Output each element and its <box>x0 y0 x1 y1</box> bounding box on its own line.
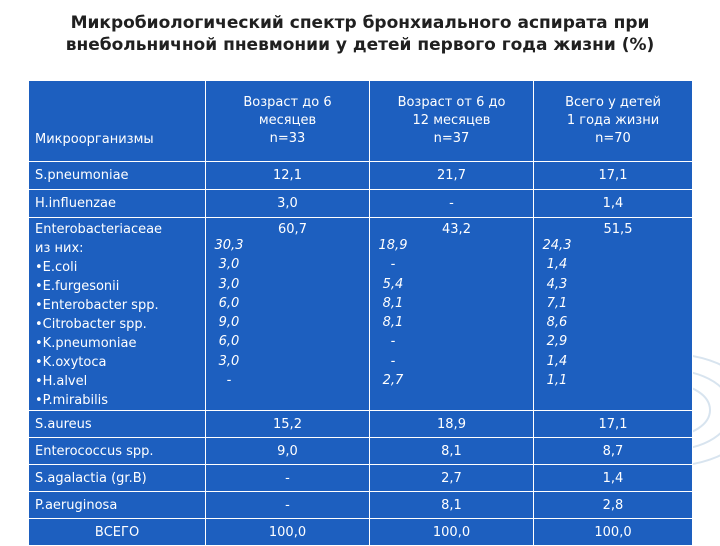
spectrum-table: Микроорганизмы Возраст до 6 месяцев n=33… <box>28 80 693 546</box>
title-line-1: Микробиологический спектр бронхиального … <box>70 13 650 33</box>
entero-col-under-6: 30,3 3,0 3,0 6,0 9,0 6,0 3,0 - 60,7 <box>205 217 370 411</box>
table-row-enterobacteriaceae: Enterobacteriaceae из них: •E.coli •E.fu… <box>28 217 693 411</box>
entero-names: Enterobacteriaceae из них: •E.coli •E.fu… <box>28 217 206 411</box>
entero-col-total: 24,3 1,4 4,3 7,1 8,6 2,9 1,4 1,1 51,5 <box>533 217 693 411</box>
table-row-total: ВСЕГО 100,0 100,0 100,0 <box>28 518 693 546</box>
table-row: S.pneumoniae 12,1 21,7 17,1 <box>28 161 693 190</box>
page-title: Микробиологический спектр бронхиального … <box>0 12 720 56</box>
header-total: Всего у детей 1 года жизни n=70 <box>533 80 693 162</box>
header-age-6-12: Возраст от 6 до 12 месяцев n=37 <box>369 80 534 162</box>
table-row: S.agalactia (gr.B) - 2,7 1,4 <box>28 464 693 492</box>
header-microorganisms: Микроорганизмы <box>28 80 206 162</box>
title-line-2: внебольничной пневмонии у детей первого … <box>65 35 655 55</box>
entero-col-6-12: 18,9 - 5,4 8,1 8,1 - - 2,7 43,2 <box>369 217 534 411</box>
table-row: S.aureus 15,2 18,9 17,1 <box>28 410 693 438</box>
header-age-under-6: Возраст до 6 месяцев n=33 <box>205 80 370 162</box>
table-row: H.influenzae 3,0 - 1,4 <box>28 189 693 218</box>
table-header-row: Микроорганизмы Возраст до 6 месяцев n=33… <box>28 80 693 162</box>
table-row: Enterococcus spp. 9,0 8,1 8,7 <box>28 437 693 465</box>
table-row: P.aeruginosa - 8,1 2,8 <box>28 491 693 519</box>
